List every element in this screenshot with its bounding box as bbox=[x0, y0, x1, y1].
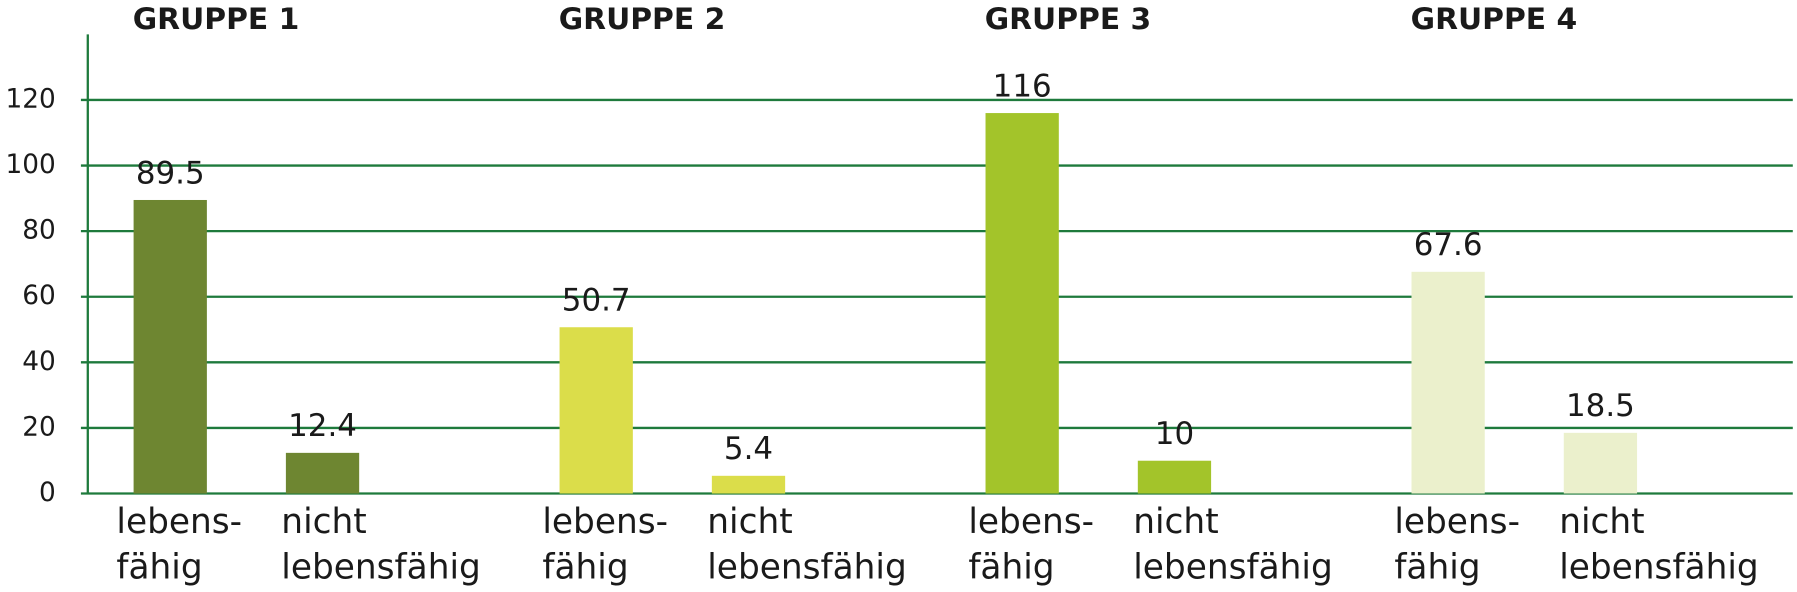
bar bbox=[133, 199, 207, 494]
value-label: 12.4 bbox=[288, 408, 357, 444]
x-tick-label: fähig bbox=[116, 548, 202, 588]
x-tick-label: lebens- bbox=[1394, 502, 1520, 542]
x-tick-label: lebens- bbox=[968, 502, 1094, 542]
x-tick-label: nicht bbox=[281, 502, 366, 542]
y-tick-label: 0 bbox=[39, 478, 56, 508]
y-tick-label: 20 bbox=[22, 412, 56, 442]
bar bbox=[1563, 432, 1638, 494]
y-tick-label: 60 bbox=[22, 281, 56, 311]
y-tick-label: 80 bbox=[22, 216, 56, 246]
x-tick-label: fähig bbox=[968, 548, 1054, 588]
x-tick-label: nicht bbox=[1559, 502, 1644, 542]
y-tick-label: 100 bbox=[5, 150, 55, 180]
value-label: 50.7 bbox=[562, 283, 631, 319]
x-tick-label: nicht bbox=[1133, 502, 1218, 542]
x-tick-label: lebensfähig bbox=[281, 548, 481, 588]
value-label: 89.5 bbox=[136, 155, 205, 191]
bar bbox=[285, 452, 360, 494]
group-title: GRUPPE 3 bbox=[985, 2, 1152, 37]
bar bbox=[711, 475, 786, 494]
value-label: 67.6 bbox=[1414, 227, 1483, 263]
value-label: 116 bbox=[993, 68, 1052, 104]
x-tick-label: lebens- bbox=[116, 502, 242, 542]
group-title: GRUPPE 4 bbox=[1411, 2, 1578, 37]
bar bbox=[1411, 271, 1485, 494]
x-tick-label: nicht bbox=[707, 502, 792, 542]
value-label: 10 bbox=[1155, 416, 1194, 452]
y-tick-label: 120 bbox=[5, 84, 55, 114]
x-tick-label: lebensfähig bbox=[1133, 548, 1333, 588]
value-label: 18.5 bbox=[1566, 388, 1635, 424]
bar bbox=[985, 113, 1059, 494]
group-title: GRUPPE 1 bbox=[133, 2, 300, 37]
x-tick-label: fähig bbox=[1394, 548, 1480, 588]
x-tick-label: fähig bbox=[542, 548, 628, 588]
group-title: GRUPPE 2 bbox=[559, 2, 726, 37]
bar bbox=[559, 327, 633, 494]
value-label: 5.4 bbox=[724, 431, 773, 467]
y-tick-label: 40 bbox=[22, 347, 56, 377]
x-tick-label: lebensfähig bbox=[707, 548, 907, 588]
x-tick-label: lebensfähig bbox=[1559, 548, 1759, 588]
x-tick-label: lebens- bbox=[542, 502, 668, 542]
bar bbox=[1137, 460, 1212, 494]
